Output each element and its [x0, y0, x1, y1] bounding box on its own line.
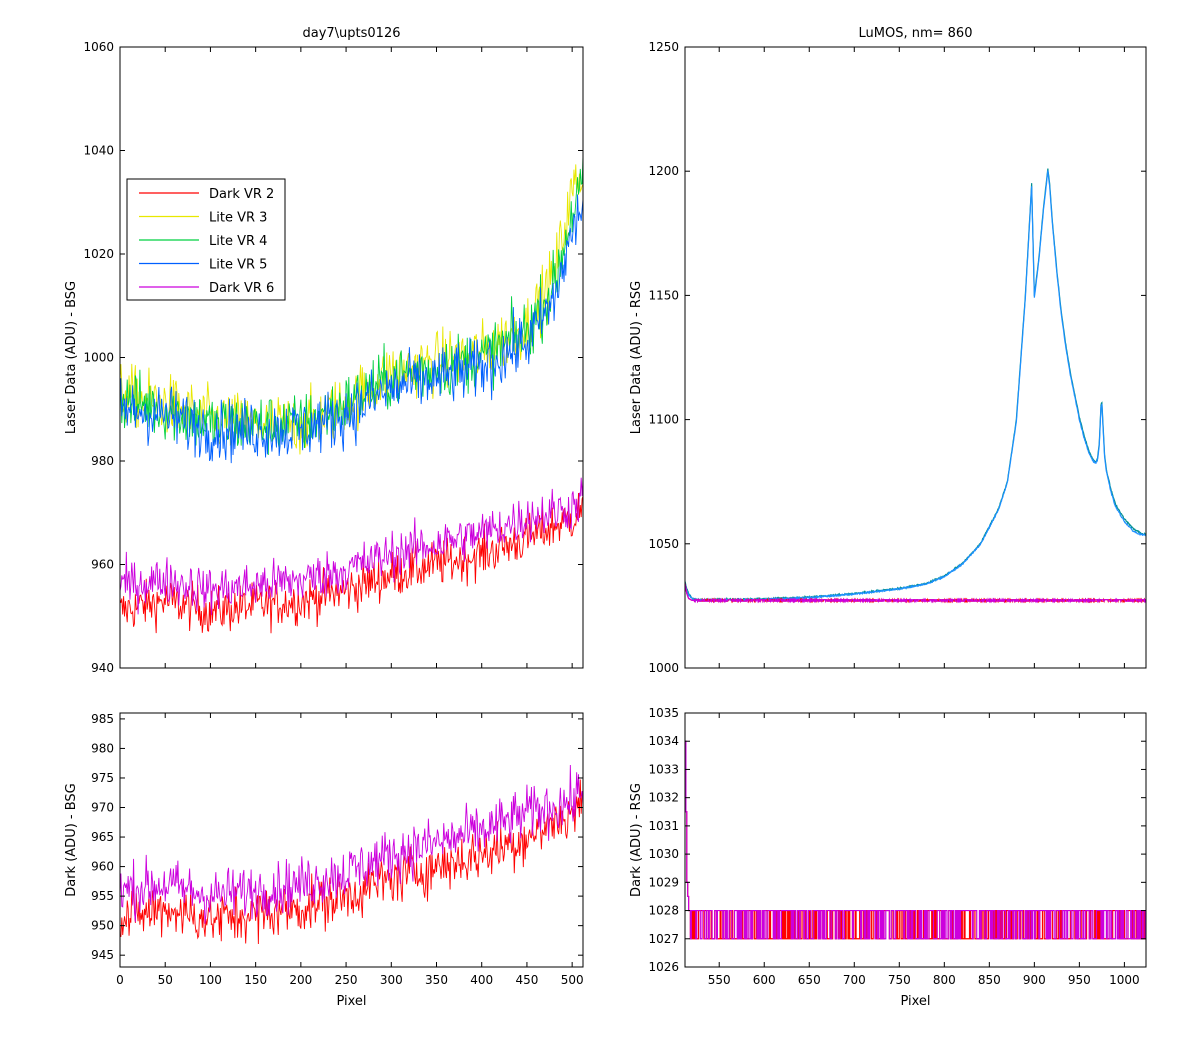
y-tick-label: 1000: [83, 351, 114, 365]
y-tick-label: 980: [91, 741, 114, 755]
x-tick-label: 400: [470, 973, 493, 987]
x-tick-label: 250: [335, 973, 358, 987]
series-line-lite-vr-5: [120, 194, 583, 464]
y-tick-label: 1035: [648, 706, 679, 720]
legend-entry: Dark VR 6: [209, 281, 274, 296]
x-tick-label: 1000: [1109, 973, 1140, 987]
rsg-laser-axes: 1000 1050 1100 1150 1200 1250 LuMOS, nm= 860 La…: [629, 26, 1147, 675]
y-tick-label: 965: [91, 830, 114, 844]
y-tick-label: 940: [91, 661, 114, 675]
x-tick-label: 0: [116, 973, 124, 987]
x-tick-label: 350: [425, 973, 448, 987]
y-tick-label: 1050: [648, 537, 679, 551]
y-tick-label: 1032: [648, 791, 679, 805]
rsg-dark-axes: 1026 1027 1028 1029 1030 1031 1032 1033 1034 1035…: [629, 706, 1147, 1009]
x-tick-label: 600: [753, 973, 776, 987]
y-tick-label: 1034: [648, 734, 679, 748]
axes-frame: [119, 712, 584, 968]
y-tick-label: 950: [91, 919, 114, 933]
y-tick-label: 1200: [648, 164, 679, 178]
x-tick-label: 150: [244, 973, 267, 987]
series-line-dark-vr-2: [120, 779, 583, 944]
y-tick-label: 985: [91, 712, 114, 726]
y-tick-label: 1027: [648, 932, 679, 946]
y-tick-label: 1030: [648, 847, 679, 861]
x-tick-label: 800: [933, 973, 956, 987]
x-tick-label: 950: [1068, 973, 1091, 987]
y-tick-label: 955: [91, 889, 114, 903]
y-tick-label: 1033: [648, 762, 679, 776]
y-tick-label: 1250: [648, 40, 679, 54]
x-tick-label: 500: [561, 973, 584, 987]
y-tick-label: 1028: [648, 904, 679, 918]
y-tick-label: 960: [91, 558, 114, 572]
axes-frame: [684, 712, 1147, 968]
y-tick-label: 970: [91, 801, 114, 815]
x-tick-label: 100: [199, 973, 222, 987]
y-axis-label: Dark (ADU) - RSG: [629, 783, 644, 897]
axes-frame: [684, 46, 1147, 669]
y-tick-label: 1031: [648, 819, 679, 833]
bsg-dark-axes: 945 950 955 960 965 970 975 980 985 0 50 100 150 200 2…: [64, 712, 584, 1009]
x-tick-label: 550: [708, 973, 731, 987]
x-axis-label: Pixel: [900, 994, 930, 1009]
y-tick-label: 975: [91, 771, 114, 785]
series-line-dark-vr-6: [685, 740, 1146, 940]
plot-area: [685, 47, 1146, 668]
legend: Dark VR 2 Lite VR 3 Lite VR 4 Lite VR 5 Dark…: [126, 178, 286, 301]
y-tick-label: 980: [91, 454, 114, 468]
y-tick-label: 945: [91, 948, 114, 962]
legend-entry: Dark VR 2: [209, 187, 274, 202]
y-tick-label: 1150: [648, 288, 679, 302]
y-axis-label: Laser Data (ADU) - RSG: [629, 281, 644, 435]
x-tick-label: 50: [158, 973, 173, 987]
y-tick-label: 1040: [83, 144, 114, 158]
y-axis-label: Laser Data (ADU) - BSG: [64, 281, 79, 434]
x-tick-label: 650: [798, 973, 821, 987]
series-line-dark-vr-6: [685, 583, 1146, 604]
y-tick-label: 1026: [648, 960, 679, 974]
x-tick-label: 900: [1023, 973, 1046, 987]
x-tick-label: 700: [843, 973, 866, 987]
y-tick-label: 1020: [83, 247, 114, 261]
y-tick-label: 1000: [648, 661, 679, 675]
y-tick-label: 960: [91, 860, 114, 874]
y-axis-label: Dark (ADU) - BSG: [64, 783, 79, 897]
series-line-dark-vr-6: [120, 477, 583, 616]
legend-entry: Lite VR 3: [209, 211, 267, 226]
y-tick-label: 1100: [648, 413, 679, 427]
legend-entry: Lite VR 4: [209, 234, 267, 249]
chart-title: LuMOS, nm= 860: [859, 26, 973, 41]
y-tick-label: 1060: [83, 40, 114, 54]
bsg-laser-axes: 940 960 980 1000 1020 1040 1060 day7\upts0126 La…: [64, 26, 584, 675]
x-tick-label: 750: [888, 973, 911, 987]
x-tick-label: 200: [289, 973, 312, 987]
series-line-dark-vr-6: [120, 765, 583, 924]
x-tick-label: 450: [515, 973, 538, 987]
legend-entry: Lite VR 5: [209, 258, 267, 273]
x-tick-label: 300: [380, 973, 403, 987]
chart-title: day7\upts0126: [302, 26, 400, 41]
y-tick-label: 1029: [648, 875, 679, 889]
x-axis-label: Pixel: [336, 994, 366, 1009]
x-tick-label: 850: [978, 973, 1001, 987]
